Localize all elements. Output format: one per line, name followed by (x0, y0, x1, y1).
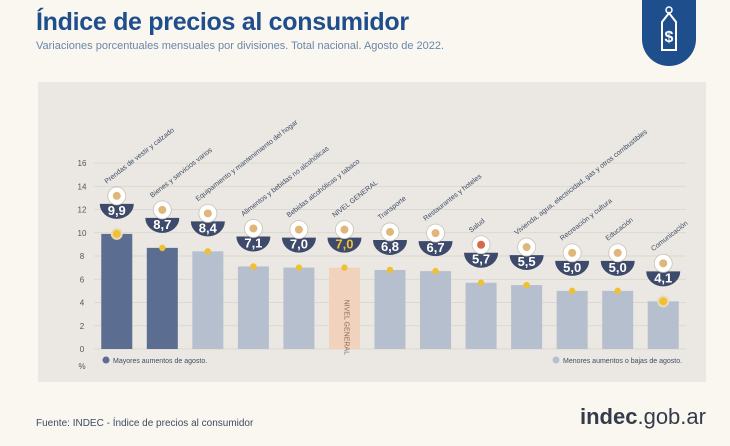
bar (146, 247, 178, 349)
price-tag-icon: $ (661, 6, 677, 51)
category-label: Prendas de vestir y calzado (104, 127, 176, 186)
value-bubble (373, 239, 407, 255)
value-label: 5,0 (609, 260, 627, 275)
value-dot (657, 295, 670, 308)
logo-main-text: indec (580, 404, 638, 429)
category-label: Transporte (377, 195, 408, 221)
bar (465, 282, 497, 349)
bar (420, 271, 452, 349)
category-label: Equipamiento y mantenimiento del hogar (195, 119, 300, 203)
value-bubble (236, 236, 271, 252)
value-bubble (99, 203, 134, 219)
value-bubble (646, 271, 681, 287)
value-dot (386, 266, 394, 274)
value-label: 7,0 (335, 237, 353, 252)
icon-glyph (568, 248, 577, 257)
value-label: 9,9 (108, 203, 126, 218)
icon-glyph (112, 191, 121, 200)
category-label: Salud (468, 218, 487, 235)
value-label: 7,1 (244, 235, 262, 250)
value-bubble (600, 260, 635, 276)
value-bubble (464, 252, 499, 268)
icon-glyph (477, 240, 486, 249)
value-bubble (555, 260, 590, 276)
value-dot (159, 244, 166, 252)
value-label: 7,0 (290, 237, 308, 252)
source-note: Fuente: INDEC - Índice de precios al con… (36, 418, 254, 429)
y-tick-label: 0 (80, 345, 85, 354)
icon-glyph (294, 225, 303, 234)
value-dot (110, 227, 123, 240)
value-dot (568, 287, 576, 295)
value-bubble (327, 237, 362, 253)
value-dot (477, 279, 485, 286)
value-bubble (190, 221, 225, 237)
value-label: 5,0 (563, 260, 581, 275)
y-unit-label: % (78, 362, 85, 371)
logo-suffix-text: .gob.ar (637, 404, 706, 429)
value-label: 5,5 (518, 254, 536, 269)
icon-glyph (386, 227, 394, 236)
legend-label-other: Menores aumentos o bajas de agosto. (563, 358, 682, 365)
category-label: NIVEL GENERAL (331, 180, 379, 220)
page-title: Índice de precios al consumidor (36, 8, 409, 36)
bar (511, 285, 543, 349)
value-bubble (509, 255, 544, 271)
bar (192, 251, 224, 349)
legend-label-top: Mayores aumentos de agosto. (113, 358, 207, 365)
price-tag-badge: $ (642, 0, 696, 66)
value-dot (614, 287, 621, 295)
icon-glyph (431, 229, 440, 238)
bar (237, 266, 269, 349)
bar (556, 290, 588, 349)
bar (647, 301, 679, 349)
general-bar-label: NIVEL GENERAL (342, 300, 349, 355)
category-label: Comunicación (650, 220, 689, 253)
value-label: 8,4 (199, 220, 218, 235)
y-tick-label: 12 (78, 206, 87, 215)
value-label: 6,7 (426, 240, 444, 255)
value-label: 4,1 (654, 270, 672, 285)
y-tick-label: 6 (80, 275, 85, 284)
bar (283, 267, 315, 349)
icon-glyph (613, 248, 622, 257)
y-tick-label: 4 (80, 299, 85, 308)
y-tick-label: 14 (78, 182, 87, 191)
y-tick-label: 2 (80, 322, 85, 331)
bar (101, 233, 133, 349)
value-dot (432, 267, 439, 275)
value-dot (341, 264, 348, 271)
y-tick-label: 8 (80, 252, 85, 261)
legend-swatch-top (102, 356, 110, 364)
bar (328, 267, 360, 349)
icon-glyph (158, 205, 167, 214)
value-dot (295, 264, 303, 271)
page-subtitle: Variaciones porcentuales mensuales por d… (36, 40, 445, 52)
category-label: Restaurantes y hoteles (422, 173, 483, 223)
bar (374, 269, 406, 349)
value-bubble (418, 241, 453, 257)
bar (602, 290, 634, 349)
indec-logo: indec.gob.ar (580, 404, 706, 430)
value-dot (523, 281, 530, 289)
value-dot (204, 248, 212, 255)
value-bubble (145, 217, 180, 233)
y-tick-label: 10 (78, 229, 87, 238)
svg-text:$: $ (665, 29, 674, 46)
y-tick-label: 16 (78, 159, 87, 168)
category-label: Educación (605, 217, 635, 243)
value-dot (250, 263, 257, 270)
icon-glyph (659, 259, 668, 268)
legend-swatch-other (552, 356, 560, 364)
icon-glyph (340, 225, 349, 234)
icon-glyph (522, 243, 531, 252)
icon-glyph (249, 224, 258, 233)
value-label: 6,8 (381, 239, 399, 254)
value-label: 5,7 (472, 252, 490, 267)
value-label: 8,7 (153, 217, 171, 232)
value-bubble (281, 237, 316, 253)
icon-glyph (203, 209, 212, 218)
